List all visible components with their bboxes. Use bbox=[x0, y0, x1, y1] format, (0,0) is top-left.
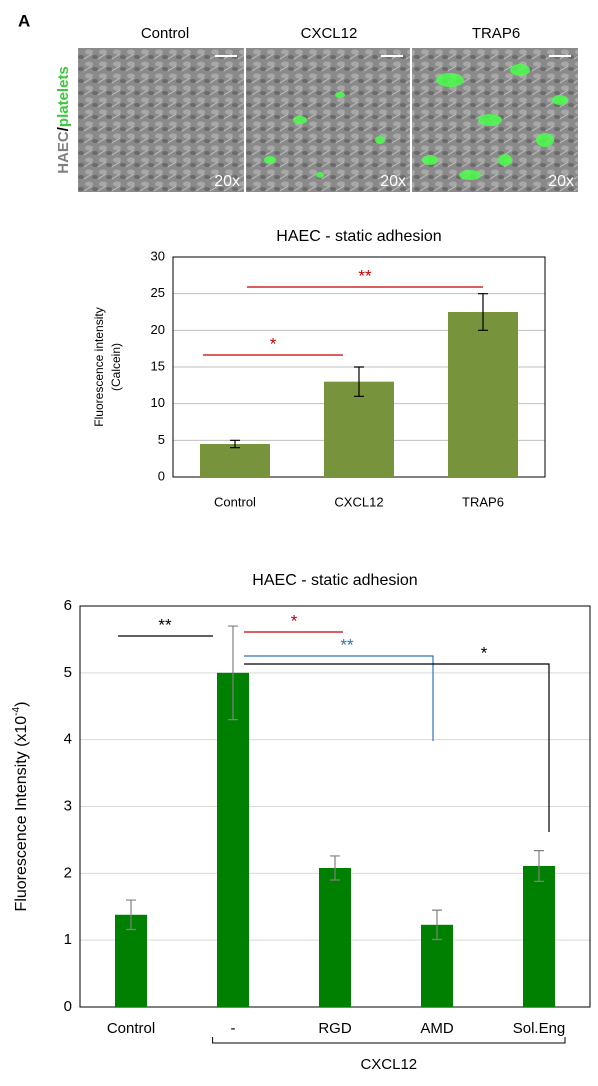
x-tick-label: RGD bbox=[318, 1020, 352, 1037]
bar bbox=[523, 866, 555, 1007]
micrograph bbox=[78, 48, 244, 192]
y-axis-label: (Calcein) bbox=[109, 343, 123, 391]
y-tick-label: 3 bbox=[64, 797, 72, 814]
magnification: 20x bbox=[380, 173, 406, 190]
x-tick-label: Sol.Eng bbox=[513, 1020, 566, 1037]
bar bbox=[200, 444, 270, 477]
y-tick-label: 25 bbox=[151, 285, 165, 300]
y-tick-label: 0 bbox=[158, 468, 165, 483]
image-label: Control bbox=[141, 25, 189, 42]
significance-label: ** bbox=[358, 266, 372, 285]
side-label-part: HAEC bbox=[55, 131, 72, 174]
y-tick-label: 30 bbox=[151, 248, 165, 263]
side-label: HAEC/platelets bbox=[55, 66, 72, 174]
bar bbox=[217, 673, 249, 1007]
group-bracket bbox=[213, 1037, 565, 1043]
x-tick-label: Control bbox=[107, 1020, 155, 1037]
image-label: CXCL12 bbox=[301, 25, 358, 42]
group-label: CXCL12 bbox=[360, 1056, 417, 1073]
y-tick-label: 1 bbox=[64, 931, 72, 948]
y-tick-label: 15 bbox=[151, 358, 165, 373]
significance-label: ** bbox=[158, 615, 172, 634]
y-axis-label-part: ) bbox=[13, 702, 30, 707]
y-tick-label: 5 bbox=[158, 432, 165, 447]
y-axis-label: Fluorescence Intensity (x10-4) bbox=[11, 702, 31, 912]
x-tick-label: CXCL12 bbox=[334, 494, 383, 509]
bar bbox=[319, 868, 351, 1007]
x-tick-label: AMD bbox=[420, 1020, 454, 1037]
side-label-part: platelets bbox=[55, 66, 72, 127]
micrograph bbox=[246, 48, 410, 192]
x-tick-label: - bbox=[231, 1020, 236, 1037]
significance-label: * bbox=[481, 643, 488, 662]
y-tick-label: 20 bbox=[151, 322, 165, 337]
significance-label: * bbox=[291, 611, 298, 630]
panel-label: A bbox=[18, 11, 30, 30]
image-label: TRAP6 bbox=[472, 25, 520, 42]
significance-line bbox=[244, 656, 433, 741]
magnification: 20x bbox=[548, 173, 574, 190]
chart-title: HAEC - static adhesion bbox=[252, 572, 417, 589]
x-tick-label: Control bbox=[214, 494, 256, 509]
y-tick-label: 6 bbox=[64, 597, 72, 614]
y-tick-label: 4 bbox=[64, 731, 72, 748]
significance-label: ** bbox=[340, 635, 354, 654]
chart-title: HAEC - static adhesion bbox=[276, 228, 441, 245]
bar bbox=[448, 312, 518, 477]
y-axis-label: Fluorescence intensity bbox=[92, 307, 106, 426]
figure: A Control CXCL12 TRAP6 20x 20x 20x HAEC/… bbox=[0, 0, 598, 1081]
significance-label: * bbox=[270, 334, 277, 353]
y-tick-label: 10 bbox=[151, 395, 165, 410]
y-tick-label: 5 bbox=[64, 664, 72, 681]
magnification: 20x bbox=[214, 173, 240, 190]
y-tick-label: 0 bbox=[64, 998, 72, 1015]
micrographs bbox=[78, 48, 578, 192]
x-tick-label: TRAP6 bbox=[462, 494, 504, 509]
y-axis-label-part: Fluorescence Intensity (x10 bbox=[13, 716, 30, 912]
y-tick-label: 2 bbox=[64, 864, 72, 881]
